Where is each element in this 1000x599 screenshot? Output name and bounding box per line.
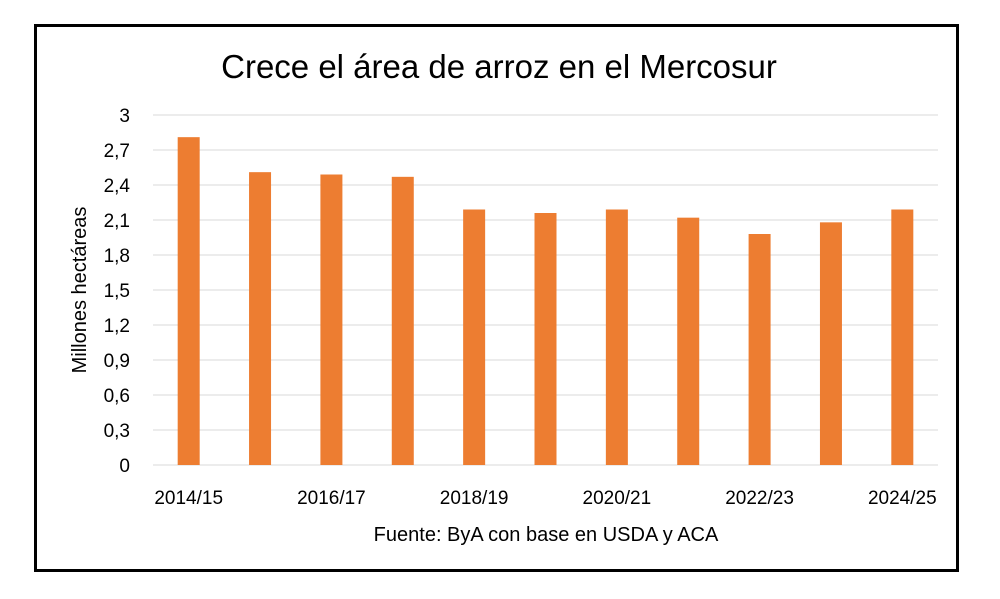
gridlines <box>153 114 938 466</box>
y-tick-label: 1,2 <box>104 316 130 337</box>
y-tick-label: 2,4 <box>104 176 131 197</box>
bar-2020-21 <box>605 209 628 465</box>
y-tick-label: 0,6 <box>104 386 130 407</box>
bar-2017-18 <box>391 176 414 466</box>
y-tick-label: 2,7 <box>104 141 130 162</box>
y-tick-label: 0,9 <box>104 351 130 372</box>
y-tick-label: 0,3 <box>104 421 130 442</box>
bars <box>177 137 914 466</box>
x-tick-label: 2018/19 <box>440 488 509 509</box>
x-axis-ticks: 2014/15 2016/17 2018/19 2020/21 2022/23 2024/… <box>154 488 936 509</box>
y-axis-title: Millones hectáreas <box>69 207 91 374</box>
y-tick-label: 0 <box>119 456 130 477</box>
chart-title: Crece el área de arroz en el Mercosur <box>221 48 777 85</box>
y-axis-ticks: 0 0,3 0,6 0,9 1,2 1,5 1,8 2,1 2,4 2,7 3 <box>104 106 131 477</box>
x-tick-label: 2024/25 <box>868 488 937 509</box>
bar-2024-25 <box>891 209 914 465</box>
bar-2021-22 <box>677 217 700 465</box>
y-tick-label: 3 <box>119 106 130 127</box>
bar-2019-20 <box>534 213 557 465</box>
y-tick-label: 1,5 <box>104 281 130 302</box>
source-note: Fuente: ByA con base en USDA y ACA <box>374 524 719 546</box>
y-tick-label: 1,8 <box>104 246 130 267</box>
x-tick-label: 2020/21 <box>583 488 652 509</box>
bar-2018-19 <box>463 209 486 465</box>
bar-2015-16 <box>249 172 272 465</box>
x-tick-label: 2016/17 <box>297 488 366 509</box>
bar-2023-24 <box>819 222 842 465</box>
x-tick-label: 2022/23 <box>725 488 794 509</box>
y-tick-label: 2,1 <box>104 211 130 232</box>
x-tick-label: 2014/15 <box>154 488 223 509</box>
bar-2022-23 <box>748 234 771 465</box>
bar-2016-17 <box>320 174 343 465</box>
bar-2014-15 <box>177 137 200 465</box>
